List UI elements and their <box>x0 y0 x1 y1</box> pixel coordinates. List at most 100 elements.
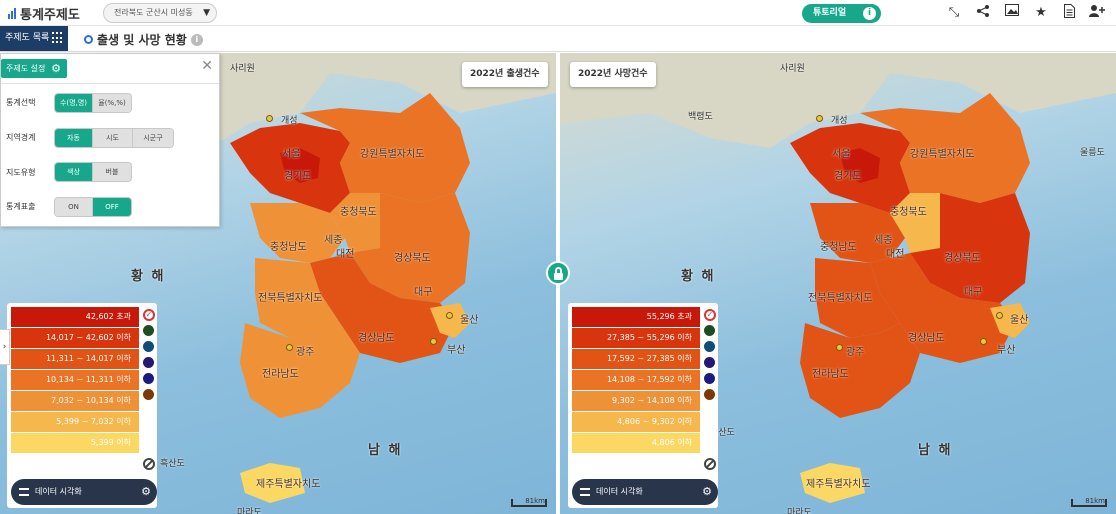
stat-option-count[interactable]: 수(명,명) <box>55 94 93 112</box>
star-icon[interactable]: ★ <box>1035 5 1047 20</box>
sub-bar: 주제도 목록 출생 및 사망 현황 i <box>0 26 1116 52</box>
label-jeonbuk: 전북특별자치도 <box>808 293 873 304</box>
city-marker[interactable] <box>836 344 843 351</box>
map-scale: 81km <box>1071 498 1107 507</box>
boundary-toggle: 자동 시도 시군구 <box>54 128 174 148</box>
display-label: 통계표출 <box>6 202 36 211</box>
city-marker[interactable] <box>286 344 293 351</box>
legend-row-7[interactable]: 4,806 이하 <box>572 433 700 453</box>
palette-swatch[interactable] <box>143 341 154 352</box>
info-icon[interactable]: i <box>190 33 203 46</box>
image-icon[interactable] <box>1003 4 1021 22</box>
close-icon[interactable]: ✕ <box>201 58 213 74</box>
display-option-off[interactable]: OFF <box>93 198 131 216</box>
map-type-option-bubble[interactable]: 버블 <box>93 163 131 181</box>
palette-swatch[interactable] <box>704 389 715 400</box>
map-scale: 81km <box>511 498 547 507</box>
legend-row-3[interactable]: 17,592 ~ 27,385 이하 <box>572 349 700 369</box>
label-gwangju: 광주 <box>846 347 865 358</box>
legend-row-1[interactable]: 55,296 초과 <box>572 307 700 327</box>
city-marker[interactable] <box>996 312 1003 319</box>
display-option-on[interactable]: ON <box>55 198 93 216</box>
label-gaeseong: 개성 <box>831 116 848 126</box>
lock-icon[interactable] <box>546 261 570 285</box>
settings-tab[interactable]: 주제도 설정 ⚙ <box>1 59 67 78</box>
palette-swatch[interactable] <box>704 357 715 368</box>
legend-reset-icon[interactable] <box>704 458 716 470</box>
label-jeju: 제주특별자치도 <box>256 479 321 490</box>
label-marado: 마라도 <box>237 508 262 514</box>
label-sariwon: 사리원 <box>780 64 805 74</box>
legend-reset-icon[interactable] <box>143 458 155 470</box>
legend-row-1[interactable]: 42,602 초과 <box>11 307 139 327</box>
legend-row-7[interactable]: 5,399 이하 <box>11 433 139 453</box>
label-gyeongbuk: 경상북도 <box>944 253 981 264</box>
gear-icon[interactable]: ⚙ <box>702 485 712 498</box>
label-sariwon: 사리원 <box>230 64 255 74</box>
gear-icon[interactable]: ⚙ <box>141 485 151 498</box>
app-logo[interactable]: 통계주제도 <box>8 4 80 23</box>
palette-swatch[interactable] <box>704 341 715 352</box>
list-icon <box>19 488 29 496</box>
label-jeonnam: 전라남도 <box>262 369 299 380</box>
palette-check-icon[interactable]: ✓ <box>704 309 716 321</box>
label-ulleung: 울릉도 <box>1080 148 1105 158</box>
city-marker[interactable] <box>980 338 987 345</box>
label-jeonbuk: 전북특별자치도 <box>258 293 323 304</box>
settings-tab-label: 주제도 설정 <box>6 64 46 73</box>
settings-panel: 주제도 설정 ⚙ ✕ 통계선택 수(명,명) 율(%,%) 지역경계 자동 시도… <box>0 53 220 227</box>
document-icon[interactable] <box>1060 4 1078 22</box>
label-gwangju: 광주 <box>296 347 315 358</box>
label-gyeongnam: 경상남도 <box>358 333 395 344</box>
stat-option-rate[interactable]: 율(%,%) <box>93 94 131 112</box>
label-gangwon: 강원특별자치도 <box>910 149 975 160</box>
data-viz-button[interactable]: 데이터 시각화 ⚙ <box>572 479 718 505</box>
death-map[interactable]: 황 해 남 해 백령도 사리원 개성 울릉도 흑산도 마라도 강원특별자치도 서… <box>560 53 1116 514</box>
palette-check-icon[interactable]: ✓ <box>143 309 155 321</box>
data-viz-button[interactable]: 데이터 시각화 ⚙ <box>11 479 157 505</box>
label-daejeon: 대전 <box>886 249 905 260</box>
palette-swatch[interactable] <box>143 325 154 336</box>
legend-row-4[interactable]: 10,134 ~ 11,311 이하 <box>11 370 139 390</box>
palette-swatch[interactable] <box>704 373 715 384</box>
city-marker[interactable] <box>446 312 453 319</box>
city-marker[interactable] <box>430 338 437 345</box>
legend-row-4[interactable]: 14,108 ~ 17,592 이하 <box>572 370 700 390</box>
collapse-icon[interactable]: ⤡ <box>948 5 960 20</box>
palette-swatch[interactable] <box>143 357 154 368</box>
region-select[interactable]: 전라북도 군산시 미성동 ▼ <box>103 3 217 23</box>
city-marker[interactable] <box>816 115 823 122</box>
person-add-icon[interactable] <box>1088 4 1106 22</box>
boundary-option-sigungu[interactable]: 시군구 <box>133 129 173 147</box>
page-title-text: 출생 및 사망 현황 <box>97 33 187 47</box>
ring-icon <box>84 35 93 44</box>
sea-label-south: 남 해 <box>918 443 953 458</box>
region-select-value: 전라북도 군산시 미성동 <box>114 8 193 17</box>
theme-list-label: 주제도 목록 <box>5 33 50 43</box>
city-marker[interactable] <box>266 115 273 122</box>
caret-down-icon: ▼ <box>203 8 210 18</box>
label-gyeongnam: 경상남도 <box>908 333 945 344</box>
palette-swatch[interactable] <box>704 325 715 336</box>
legend-row-2[interactable]: 14,017 ~ 42,602 이하 <box>11 328 139 348</box>
legend-row-6[interactable]: 5,399 ~ 7,032 이하 <box>11 412 139 432</box>
legend-row-2[interactable]: 27,385 ~ 55,296 이하 <box>572 328 700 348</box>
legend-row-6[interactable]: 4,806 ~ 9,302 이하 <box>572 412 700 432</box>
palette-swatch[interactable] <box>143 389 154 400</box>
legend-row-5[interactable]: 7,032 ~ 10,134 이하 <box>11 391 139 411</box>
boundary-option-sido[interactable]: 시도 <box>93 129 133 147</box>
tutorial-button[interactable]: 튜토리얼 i <box>802 4 881 23</box>
boundary-option-auto[interactable]: 자동 <box>55 129 93 147</box>
label-ulsan: 울산 <box>1010 315 1029 326</box>
palette-swatch[interactable] <box>143 373 154 384</box>
theme-list-button[interactable]: 주제도 목록 <box>0 26 68 51</box>
map-type-option-color[interactable]: 색상 <box>55 163 93 181</box>
label-gyeonggi: 경기도 <box>834 171 862 182</box>
sea-label-yellow: 황 해 <box>681 269 716 284</box>
share-icon[interactable] <box>974 4 992 22</box>
birth-map[interactable]: 황 해 남 해 사리원 개성 흑산도 마라도 강원특별자치도 서울 경기도 충청… <box>0 53 556 514</box>
legend-row-3[interactable]: 11,311 ~ 14,017 이하 <box>11 349 139 369</box>
label-seoul: 서울 <box>832 149 851 160</box>
legend-row-5[interactable]: 9,302 ~ 14,108 이하 <box>572 391 700 411</box>
expand-chevron-icon[interactable]: › <box>0 329 10 365</box>
